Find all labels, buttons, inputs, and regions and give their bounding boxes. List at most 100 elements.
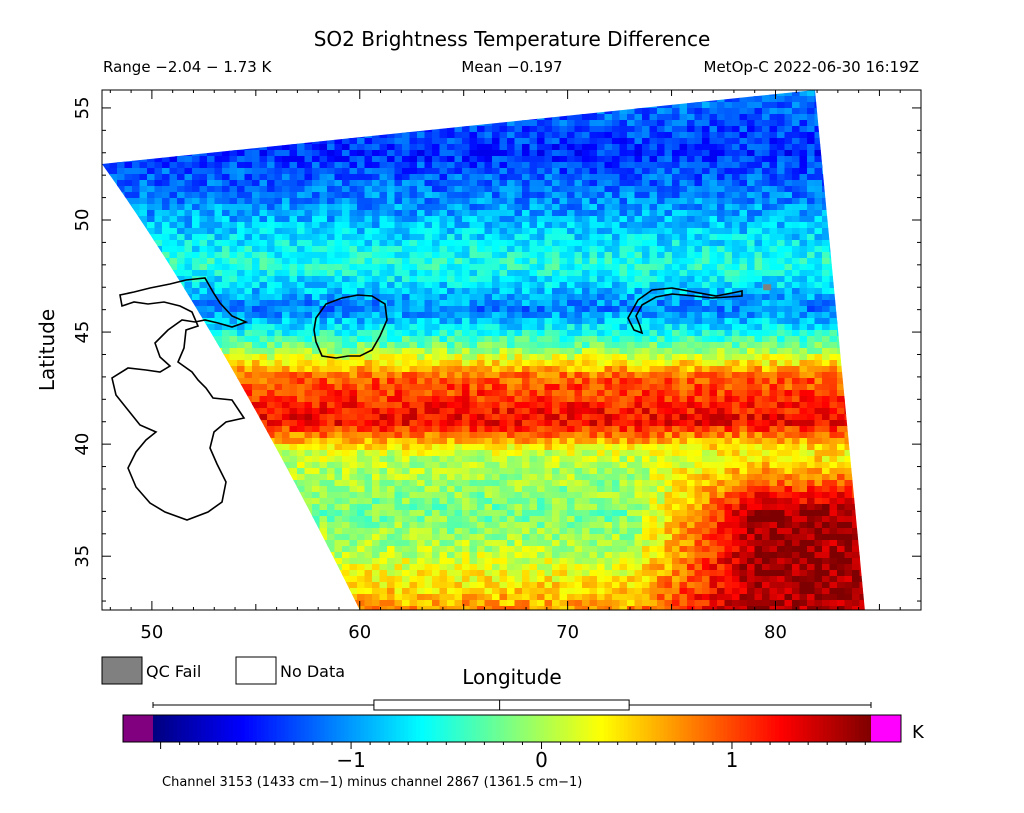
- data-pixel-1237: [304, 156, 313, 163]
- data-pixel-2949: [769, 246, 778, 253]
- data-pixel-4373: [724, 324, 733, 331]
- data-pixel-2337: [304, 216, 313, 223]
- data-pixel-2039: [544, 198, 553, 205]
- data-pixel-2115: [289, 204, 298, 211]
- data-pixel-2255: [514, 210, 523, 217]
- data-pixel-203: [799, 96, 808, 103]
- data-pixel-4207: [304, 318, 313, 325]
- data-pixel-3140: [552, 258, 561, 265]
- data-pixel-2624: [807, 228, 816, 235]
- data-pixel-1488: [537, 168, 546, 175]
- data-pixel-3993: [349, 306, 358, 313]
- data-pixel-851: [709, 132, 718, 139]
- data-pixel-532: [792, 114, 801, 121]
- data-pixel-1838: [687, 186, 696, 193]
- data-pixel-4715: [814, 342, 823, 349]
- data-pixel-2946: [747, 246, 756, 253]
- data-pixel-753: [799, 126, 808, 133]
- data-pixel-2173: [724, 204, 733, 211]
- data-pixel-1041: [484, 144, 493, 151]
- data-pixel-4263: [724, 318, 733, 325]
- data-pixel-3689: [544, 288, 553, 295]
- data-pixel-1987: [154, 198, 163, 205]
- data-pixel-2404: [807, 216, 816, 223]
- data-pixel-4762: [342, 348, 351, 355]
- data-pixel-2780: [327, 240, 336, 247]
- data-pixel-4148: [687, 312, 696, 319]
- data-pixel-2126: [372, 204, 381, 211]
- data-pixel-1272: [567, 156, 576, 163]
- data-pixel-2588: [537, 228, 546, 235]
- data-pixel-2135: [439, 204, 448, 211]
- data-pixel-3612: [792, 282, 801, 289]
- data-pixel-2726: [747, 234, 756, 241]
- data-pixel-2393: [724, 216, 733, 223]
- data-pixel-4669: [469, 342, 478, 349]
- data-pixel-4788: [537, 348, 546, 355]
- data-pixel-2338: [312, 216, 321, 223]
- data-pixel-1267: [529, 156, 538, 163]
- data-pixel-4488: [762, 330, 771, 337]
- data-pixel-2020: [402, 198, 411, 205]
- data-pixel-3474: [582, 276, 591, 283]
- data-pixel-1460: [327, 168, 336, 175]
- data-pixel-4575: [589, 336, 598, 343]
- data-pixel-2460: [402, 222, 411, 229]
- data-pixel-968: [762, 138, 771, 145]
- data-pixel-3690: [552, 288, 561, 295]
- data-pixel-3897: [454, 300, 463, 307]
- data-pixel-2405: [814, 216, 823, 223]
- data-pixel-2381: [634, 216, 643, 223]
- data-pixel-2167: [679, 204, 688, 211]
- data-pixel-1555: [214, 174, 223, 181]
- data-pixel-1396: [672, 162, 681, 169]
- data-pixel-2119: [319, 204, 328, 211]
- data-pixel-1408: [762, 162, 771, 169]
- data-pixel-2942: [717, 246, 726, 253]
- data-pixel-4572: [567, 336, 576, 343]
- data-pixel-3466: [522, 276, 531, 283]
- data-pixel-917: [379, 138, 388, 145]
- data-pixel-971: [784, 138, 793, 145]
- data-pixel-3940: [777, 300, 786, 307]
- data-pixel-3016: [447, 252, 456, 259]
- data-pixel-4003: [424, 306, 433, 313]
- data-pixel-1323: [124, 162, 133, 169]
- data-pixel-2681: [409, 234, 418, 241]
- data-pixel-2872: [192, 246, 201, 253]
- data-pixel-1616: [672, 174, 681, 181]
- data-pixel-3867: [229, 300, 238, 307]
- data-pixel-1835: [664, 186, 673, 193]
- data-pixel-831: [559, 132, 568, 139]
- data-pixel-1717: [604, 180, 613, 187]
- data-pixel-3111: [334, 258, 343, 265]
- data-pixel-4123: [499, 312, 508, 319]
- data-pixel-2496: [672, 222, 681, 229]
- data-pixel-3054: [732, 252, 741, 259]
- data-pixel-2617: [754, 228, 763, 235]
- data-pixel-2771: [259, 240, 268, 247]
- data-pixel-809: [394, 132, 403, 139]
- data-pixel-1451: [259, 168, 268, 175]
- data-pixel-4885: [439, 354, 448, 361]
- data-pixel-4659: [394, 342, 403, 349]
- data-pixel-3433: [274, 276, 283, 283]
- data-pixel-3220: [327, 264, 336, 271]
- data-pixel-2161: [634, 204, 643, 211]
- data-pixel-1802: [417, 186, 426, 193]
- data-pixel-1894: [282, 192, 291, 199]
- data-pixel-1705: [514, 180, 523, 187]
- data-pixel-1450: [252, 168, 261, 175]
- data-pixel-1070: [702, 144, 711, 151]
- data-pixel-2873: [199, 246, 208, 253]
- data-pixel-2335: [289, 216, 298, 223]
- data-pixel-2295: [814, 210, 823, 217]
- data-pixel-2261: [559, 210, 568, 217]
- data-pixel-3255: [589, 264, 598, 271]
- data-pixel-4202: [267, 318, 276, 325]
- data-pixel-625: [664, 120, 673, 127]
- data-pixel-2163: [649, 204, 658, 211]
- data-pixel-3543: [274, 282, 283, 289]
- data-pixel-1496: [597, 168, 606, 175]
- data-pixel-3506: [822, 276, 831, 283]
